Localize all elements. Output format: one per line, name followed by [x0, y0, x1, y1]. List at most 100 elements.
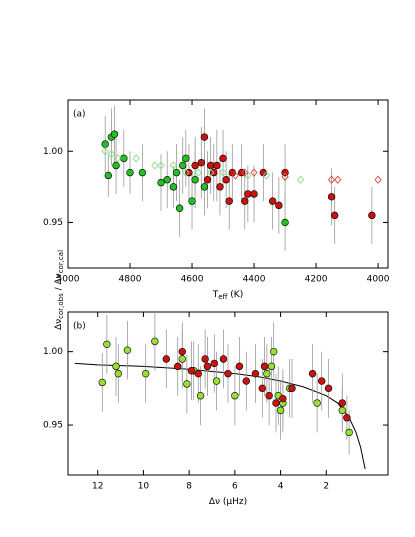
circle-marker: [225, 197, 233, 205]
y-tick-label: 1.00: [43, 147, 63, 157]
circle-marker: [101, 140, 109, 148]
diamond-marker: [151, 161, 159, 170]
diamond-marker: [219, 168, 227, 177]
diamond-marker: [107, 149, 116, 159]
diamond-marker: [182, 168, 190, 177]
circle-marker: [175, 204, 184, 212]
text-part: Δν: [54, 319, 64, 330]
circle-marker: [201, 355, 209, 363]
x-tick-label: 4400: [243, 275, 266, 285]
circle-marker: [338, 406, 346, 415]
circle-marker: [203, 362, 212, 371]
diamond-marker: [169, 161, 178, 170]
diamond-marker: [250, 168, 258, 177]
circle-marker: [187, 367, 196, 375]
y-tick-label: 1.00: [43, 347, 63, 357]
diamond-marker: [132, 154, 140, 163]
text-part: T: [212, 290, 219, 300]
circle-marker: [169, 183, 178, 191]
diamond-marker: [194, 168, 202, 177]
circle-marker: [263, 369, 271, 378]
x-tick-label: 5000: [57, 275, 80, 285]
circle-marker: [200, 133, 209, 141]
circle-marker: [235, 362, 244, 371]
circle-marker: [324, 384, 333, 393]
diamond-marker: [281, 172, 289, 182]
diamond-marker: [296, 175, 305, 184]
circle-marker: [272, 399, 280, 407]
diamond-marker: [334, 175, 342, 184]
circle-marker: [163, 176, 171, 184]
circle-marker: [338, 399, 346, 407]
circle-marker: [318, 377, 326, 385]
x-tick-label: 4: [278, 482, 284, 492]
y-axis-label: Δνcor,obs / Δνcor,cal: [54, 250, 66, 330]
plot-frame: [67, 99, 389, 269]
x-tick-label: 2: [323, 482, 329, 492]
x-tick-label: 12: [92, 482, 103, 492]
circle-marker: [178, 347, 186, 356]
circle-marker: [98, 378, 106, 387]
circle-marker: [178, 355, 186, 363]
circle-marker: [268, 197, 277, 205]
plot-frame: [67, 311, 389, 476]
circle-marker: [244, 190, 252, 198]
circle-marker: [182, 154, 190, 163]
diamond-marker: [101, 147, 109, 156]
circle-marker: [216, 183, 224, 191]
diamond-marker: [207, 168, 215, 177]
circle-marker: [279, 394, 287, 403]
diamond-marker: [157, 161, 165, 170]
circle-marker: [222, 176, 230, 184]
circle-marker: [275, 201, 283, 210]
circle-marker: [250, 190, 258, 198]
x-tick-label: 4200: [305, 275, 328, 285]
circle-marker: [188, 197, 196, 205]
text-part: Δν (μHz): [209, 497, 247, 507]
circle-marker: [242, 377, 250, 385]
diamond-marker: [231, 171, 240, 180]
diamond-marker: [262, 171, 271, 180]
subscript: cor,cal: [57, 250, 65, 273]
circle-marker: [112, 362, 120, 371]
circle-marker: [281, 218, 289, 227]
circle-marker: [231, 392, 239, 400]
x-tick-label: 10: [138, 482, 150, 492]
diamond-marker: [327, 175, 336, 184]
circle-marker: [110, 130, 119, 138]
circle-marker: [157, 178, 165, 187]
circle-marker: [368, 211, 376, 220]
x-tick-label: 4600: [181, 275, 204, 285]
circle-marker: [212, 377, 221, 385]
circle-marker: [103, 340, 111, 349]
x-tick-label: 4800: [119, 275, 142, 285]
circle-marker: [151, 337, 159, 346]
circle-marker: [183, 380, 191, 388]
panel-label: (b): [73, 322, 86, 332]
circle-marker: [114, 369, 122, 378]
text-part: (K): [227, 290, 243, 300]
diamond-marker: [374, 175, 382, 184]
circle-marker: [308, 369, 317, 378]
y-tick-label: 0.95: [43, 218, 63, 228]
circle-marker: [219, 355, 228, 363]
circle-marker: [191, 161, 199, 170]
x-axis-label: Δν (μHz): [209, 497, 247, 507]
subscript: cor,obs: [57, 293, 65, 319]
circle-marker: [162, 355, 170, 363]
x-axis-label: Teff (K): [212, 290, 243, 302]
circle-marker: [345, 428, 353, 437]
circle-marker: [241, 197, 249, 205]
circle-marker: [104, 171, 113, 180]
circle-marker: [123, 346, 132, 354]
circle-marker: [194, 369, 202, 378]
panel-label: (a): [73, 110, 86, 120]
diamond-marker: [114, 154, 122, 163]
circle-marker: [210, 359, 218, 368]
circle-marker: [206, 161, 215, 170]
circle-marker: [200, 183, 209, 191]
circle-marker: [251, 369, 260, 378]
circle-marker: [327, 193, 336, 201]
circle-marker: [203, 176, 212, 184]
